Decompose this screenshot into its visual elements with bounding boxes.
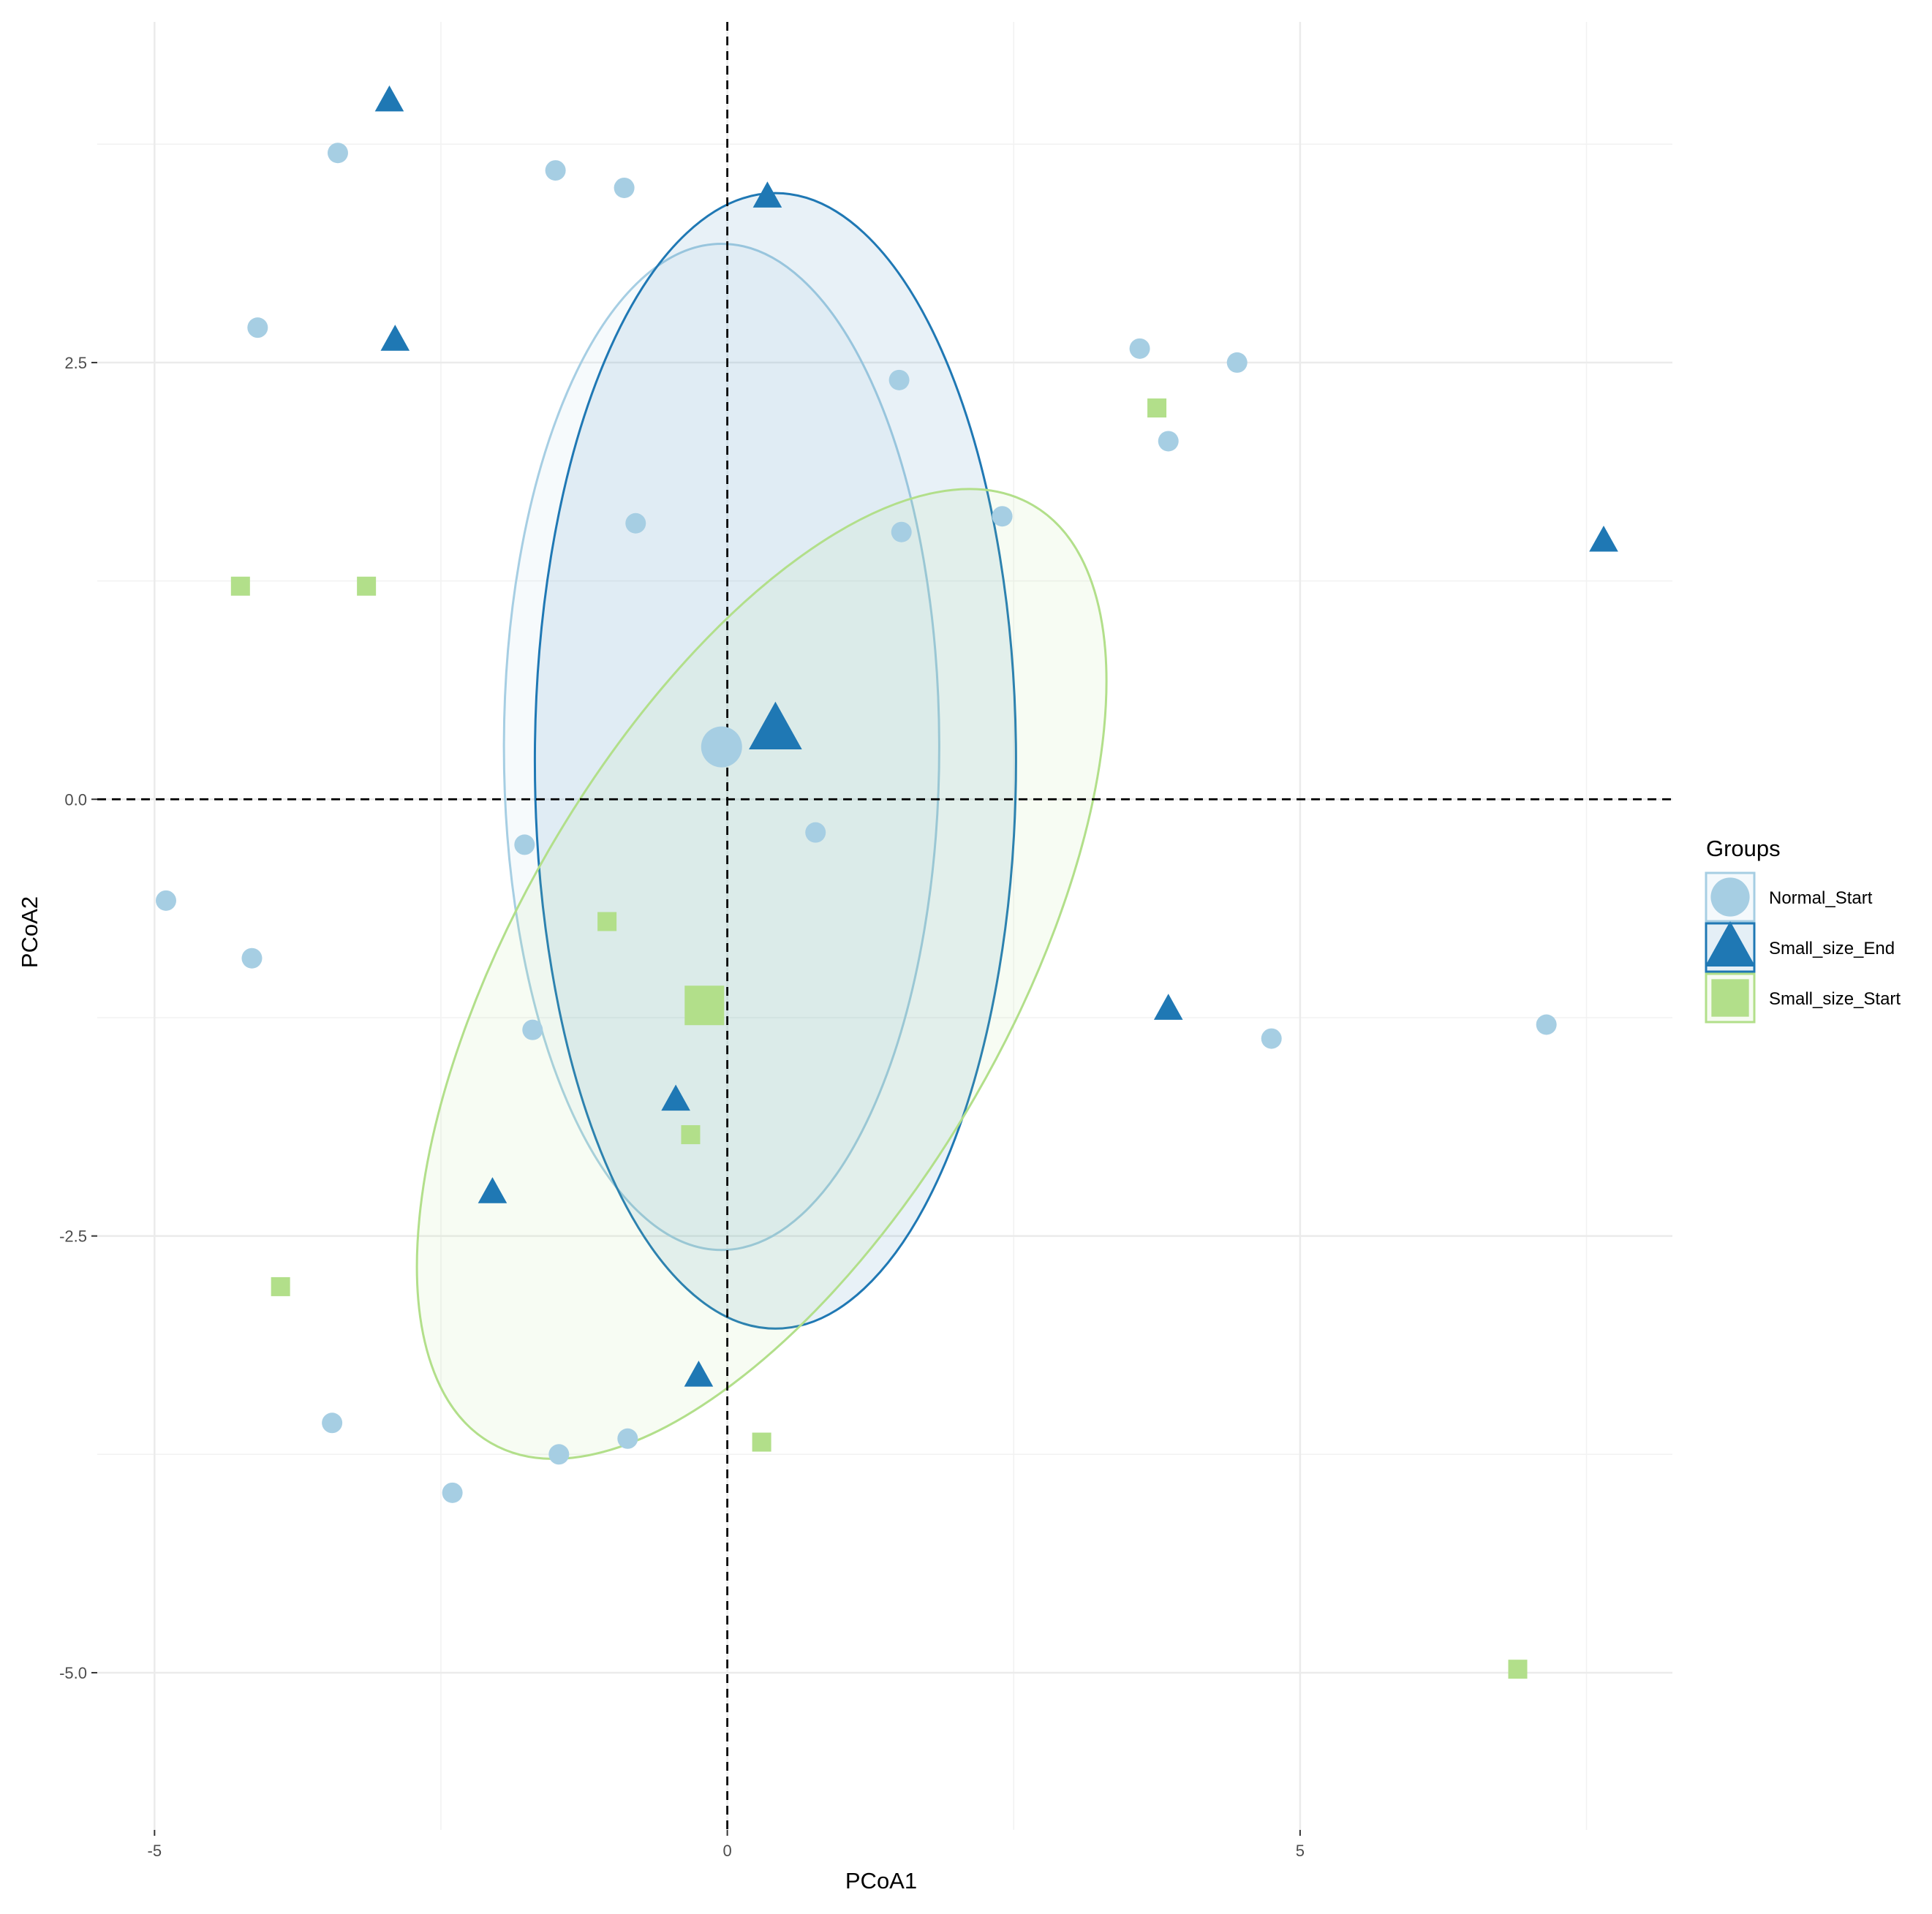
- axes: -5 0 5 -5.0 -2.5 0.0 2.5: [59, 354, 1305, 1860]
- point-normal-start: [241, 947, 263, 969]
- point-small-size-start: [357, 576, 377, 596]
- y-axis-title: PCoA2: [17, 896, 42, 968]
- legend-marker-small-size-end: [1705, 920, 1756, 967]
- point-normal-start: [614, 177, 635, 198]
- point-normal-start: [247, 317, 268, 338]
- x-tick-label: -5: [148, 1842, 162, 1860]
- centroid-normal-start: [701, 726, 742, 768]
- group-centroids: [684, 701, 802, 1026]
- point-small-size-start: [597, 912, 617, 931]
- point-small-size-start: [271, 1276, 290, 1296]
- point-small-size-end: [374, 85, 404, 112]
- point-normal-start: [548, 1444, 570, 1465]
- legend-label-normal-start: Normal_Start: [1769, 888, 1873, 908]
- x-tick-label: 5: [1296, 1842, 1305, 1860]
- ellipse-small-size-start: [415, 488, 1108, 1460]
- point-normal-start: [992, 506, 1013, 527]
- y-tick-label: 0.0: [64, 790, 87, 809]
- y-tick-label: -5.0: [59, 1664, 87, 1682]
- point-small-size-start: [230, 576, 250, 596]
- point-normal-start: [155, 890, 176, 911]
- point-normal-start: [1129, 338, 1150, 359]
- point-normal-start: [514, 834, 535, 855]
- legend-marker-small-size-start: [1711, 979, 1749, 1017]
- centroid-small-size-end: [749, 701, 802, 750]
- legend: Groups Normal_Start Small_size_End Small_s…: [1705, 836, 1901, 1024]
- point-normal-start: [625, 512, 646, 534]
- point-normal-start: [888, 369, 910, 390]
- point-small-size-start: [1508, 1660, 1528, 1679]
- point-normal-start: [1226, 352, 1248, 373]
- point-small-size-end: [380, 325, 410, 351]
- point-normal-start: [522, 1019, 543, 1040]
- legend-title: Groups: [1706, 836, 1781, 861]
- y-tick-label: -2.5: [59, 1228, 87, 1246]
- x-tick-label: 0: [722, 1842, 731, 1860]
- legend-marker-normal-start: [1710, 877, 1750, 917]
- point-small-size-start: [1147, 398, 1167, 418]
- reference-lines: [97, 22, 1672, 1830]
- point-normal-start: [617, 1428, 638, 1449]
- point-small-size-end: [1589, 525, 1618, 552]
- point-normal-start: [805, 822, 826, 843]
- point-small-size-end: [752, 181, 782, 208]
- point-normal-start: [545, 160, 566, 181]
- x-axis-title: PCoA1: [845, 1868, 917, 1894]
- ellipse-small-size-end: [533, 192, 1017, 1330]
- legend-items: Normal_Start Small_size_End Small_size_Sta…: [1705, 871, 1901, 1024]
- point-small-size-start: [681, 1125, 701, 1145]
- point-normal-start: [322, 1412, 343, 1434]
- point-normal-start: [1261, 1028, 1282, 1049]
- data-points: [155, 85, 1618, 1679]
- point-small-size-end: [661, 1084, 690, 1111]
- point-normal-start: [327, 143, 348, 164]
- point-small-size-end: [684, 1361, 714, 1387]
- point-normal-start: [1536, 1014, 1557, 1035]
- centroid-small-size-start: [684, 986, 725, 1026]
- legend-label-small-size-start: Small_size_Start: [1769, 989, 1901, 1009]
- point-normal-start: [891, 521, 912, 542]
- legend-label-small-size-end: Small_size_End: [1769, 939, 1895, 958]
- confidence-ellipses: [415, 192, 1108, 1460]
- y-tick-label: 2.5: [64, 354, 87, 372]
- point-normal-start: [442, 1482, 463, 1503]
- point-small-size-start: [752, 1432, 771, 1452]
- point-small-size-end: [1153, 994, 1183, 1020]
- point-small-size-end: [478, 1177, 507, 1203]
- point-normal-start: [1158, 431, 1179, 452]
